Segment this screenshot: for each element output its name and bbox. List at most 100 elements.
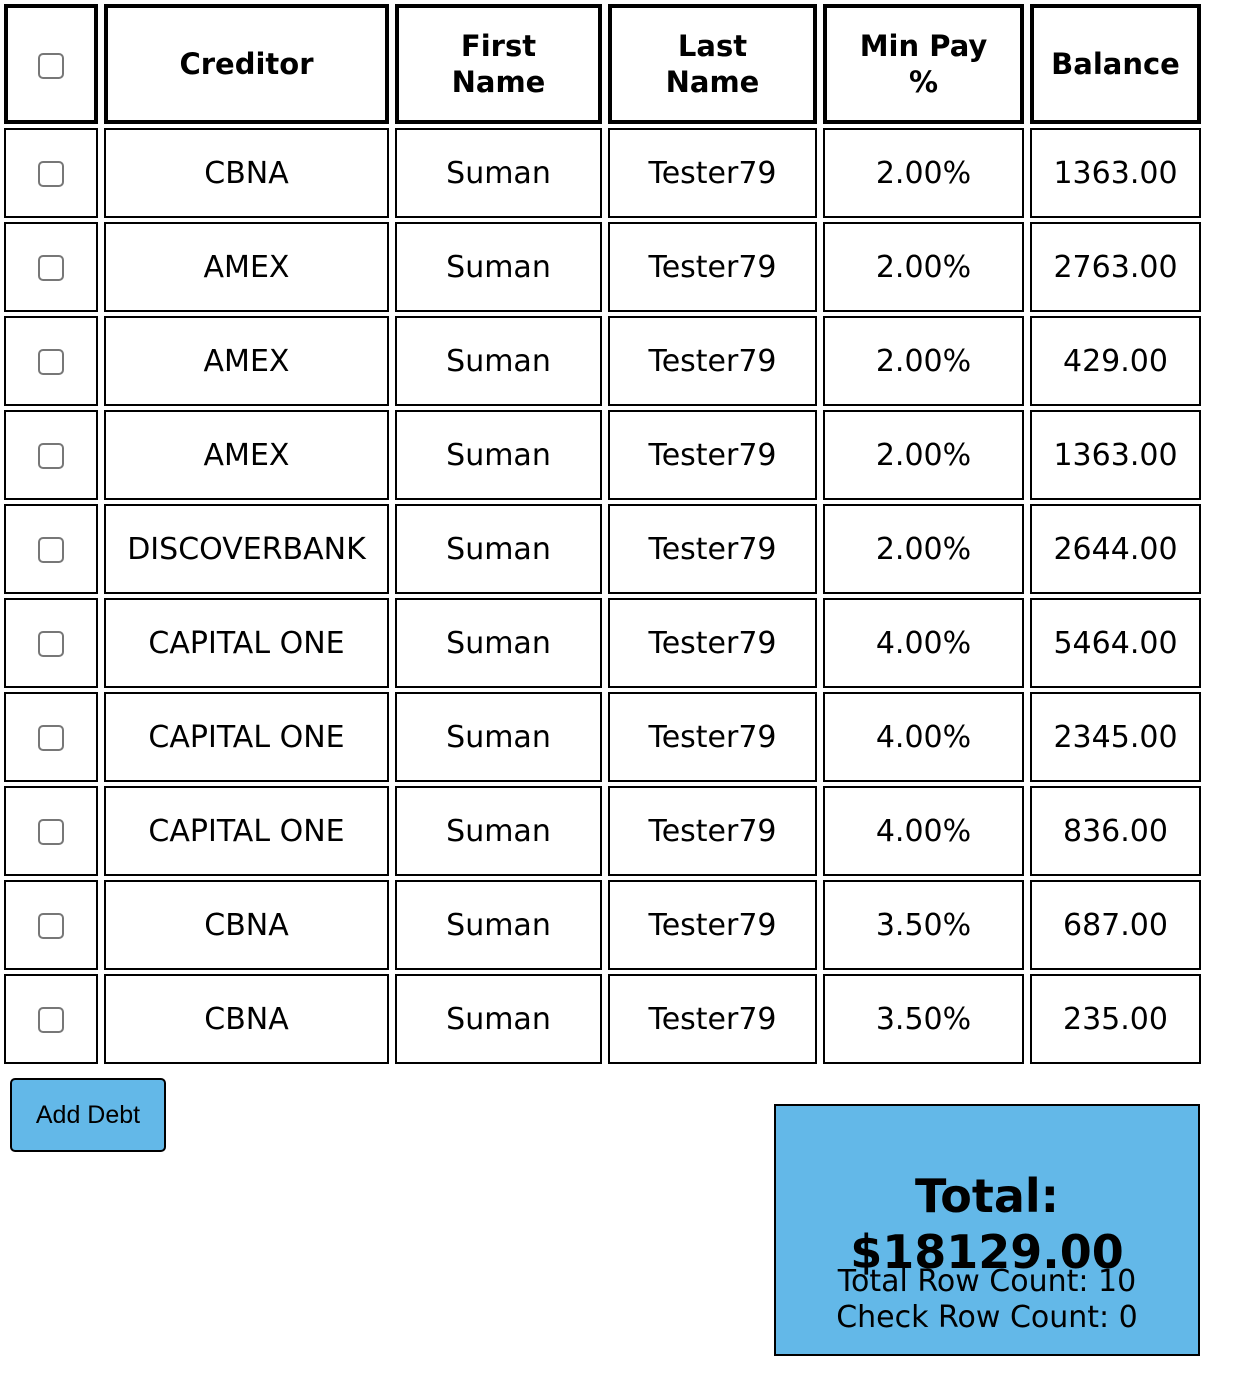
last-name-cell: Tester79: [608, 410, 817, 500]
row-checkbox[interactable]: [38, 255, 64, 281]
min-pay-cell: 2.00%: [823, 410, 1024, 500]
table-row: CBNA Suman Tester79 2.00% 1363.00: [4, 128, 1201, 218]
first-name-cell: Suman: [395, 880, 602, 970]
row-checkbox-cell: [4, 974, 98, 1064]
creditor-cell: CBNA: [104, 128, 389, 218]
balance-cell: 2345.00: [1030, 692, 1201, 782]
min-pay-cell: 2.00%: [823, 316, 1024, 406]
min-pay-cell: 4.00%: [823, 692, 1024, 782]
header-last-name-label: Last Name: [665, 29, 760, 99]
check-row-count: Check Row Count: 0: [836, 1300, 1138, 1335]
last-name-cell: Tester79: [608, 974, 817, 1064]
min-pay-cell: 3.50%: [823, 974, 1024, 1064]
table-row: CAPITAL ONE Suman Tester79 4.00% 5464.00: [4, 598, 1201, 688]
header-first-name-label: First Name: [451, 29, 546, 99]
row-checkbox-cell: [4, 692, 98, 782]
first-name-cell: Suman: [395, 598, 602, 688]
balance-cell: 235.00: [1030, 974, 1201, 1064]
last-name-cell: Tester79: [608, 128, 817, 218]
last-name-cell: Tester79: [608, 504, 817, 594]
first-name-cell: Suman: [395, 692, 602, 782]
first-name-cell: Suman: [395, 974, 602, 1064]
first-name-cell: Suman: [395, 222, 602, 312]
min-pay-cell: 4.00%: [823, 786, 1024, 876]
min-pay-cell: 2.00%: [823, 222, 1024, 312]
table-row: AMEX Suman Tester79 2.00% 429.00: [4, 316, 1201, 406]
table-body: CBNA Suman Tester79 2.00% 1363.00 AMEX S…: [4, 128, 1201, 1064]
row-checkbox-cell: [4, 598, 98, 688]
table-row: AMEX Suman Tester79 2.00% 1363.00: [4, 410, 1201, 500]
creditor-cell: CAPITAL ONE: [104, 786, 389, 876]
balance-cell: 2763.00: [1030, 222, 1201, 312]
creditor-cell: CBNA: [104, 880, 389, 970]
row-checkbox-cell: [4, 128, 98, 218]
min-pay-cell: 3.50%: [823, 880, 1024, 970]
header-balance: Balance: [1030, 4, 1201, 124]
header-select-all-cell: [4, 4, 98, 124]
table-header: Creditor First Name Last Name Min Pay % …: [4, 4, 1201, 124]
total-row-count: Total Row Count: 10: [837, 1264, 1137, 1299]
table-row: AMEX Suman Tester79 2.00% 2763.00: [4, 222, 1201, 312]
first-name-cell: Suman: [395, 316, 602, 406]
balance-cell: 687.00: [1030, 880, 1201, 970]
table-row: DISCOVERBANK Suman Tester79 2.00% 2644.0…: [4, 504, 1201, 594]
balance-cell: 5464.00: [1030, 598, 1201, 688]
last-name-cell: Tester79: [608, 598, 817, 688]
header-last-name: Last Name: [608, 4, 817, 124]
row-checkbox-cell: [4, 222, 98, 312]
last-name-cell: Tester79: [608, 692, 817, 782]
debt-table: Creditor First Name Last Name Min Pay % …: [4, 4, 1201, 1064]
creditor-cell: CAPITAL ONE: [104, 692, 389, 782]
header-min-pay-label: Min Pay %: [859, 29, 988, 99]
row-checkbox[interactable]: [38, 443, 64, 469]
creditor-cell: DISCOVERBANK: [104, 504, 389, 594]
row-checkbox[interactable]: [38, 161, 64, 187]
row-checkbox[interactable]: [38, 1007, 64, 1033]
first-name-cell: Suman: [395, 410, 602, 500]
balance-cell: 2644.00: [1030, 504, 1201, 594]
creditor-cell: CBNA: [104, 974, 389, 1064]
last-name-cell: Tester79: [608, 316, 817, 406]
row-checkbox-cell: [4, 880, 98, 970]
table-row: CBNA Suman Tester79 3.50% 687.00: [4, 880, 1201, 970]
row-checkbox-cell: [4, 786, 98, 876]
creditor-cell: AMEX: [104, 222, 389, 312]
header-min-pay: Min Pay %: [823, 4, 1024, 124]
summary-panel: Total: $18129.00 Total Row Count: 10 Che…: [774, 1104, 1200, 1356]
add-debt-button[interactable]: Add Debt: [10, 1078, 166, 1152]
first-name-cell: Suman: [395, 128, 602, 218]
creditor-cell: CAPITAL ONE: [104, 598, 389, 688]
select-all-checkbox[interactable]: [38, 53, 64, 79]
creditor-cell: AMEX: [104, 410, 389, 500]
table-row: CAPITAL ONE Suman Tester79 4.00% 836.00: [4, 786, 1201, 876]
table-row: CBNA Suman Tester79 3.50% 235.00: [4, 974, 1201, 1064]
header-first-name: First Name: [395, 4, 602, 124]
row-checkbox[interactable]: [38, 725, 64, 751]
last-name-cell: Tester79: [608, 222, 817, 312]
first-name-cell: Suman: [395, 504, 602, 594]
balance-cell: 1363.00: [1030, 128, 1201, 218]
last-name-cell: Tester79: [608, 880, 817, 970]
balance-cell: 429.00: [1030, 316, 1201, 406]
row-checkbox-cell: [4, 504, 98, 594]
row-checkbox-cell: [4, 316, 98, 406]
row-checkbox[interactable]: [38, 913, 64, 939]
table-row: CAPITAL ONE Suman Tester79 4.00% 2345.00: [4, 692, 1201, 782]
row-checkbox[interactable]: [38, 631, 64, 657]
header-row: Creditor First Name Last Name Min Pay % …: [4, 4, 1201, 124]
total-amount: Total: $18129.00: [850, 1169, 1124, 1279]
min-pay-cell: 2.00%: [823, 128, 1024, 218]
min-pay-cell: 4.00%: [823, 598, 1024, 688]
balance-cell: 1363.00: [1030, 410, 1201, 500]
row-checkbox[interactable]: [38, 819, 64, 845]
last-name-cell: Tester79: [608, 786, 817, 876]
balance-cell: 836.00: [1030, 786, 1201, 876]
row-checkbox-cell: [4, 410, 98, 500]
first-name-cell: Suman: [395, 786, 602, 876]
row-counts: Total Row Count: 10 Check Row Count: 0: [776, 1264, 1198, 1336]
header-creditor: Creditor: [104, 4, 389, 124]
creditor-cell: AMEX: [104, 316, 389, 406]
min-pay-cell: 2.00%: [823, 504, 1024, 594]
row-checkbox[interactable]: [38, 537, 64, 563]
row-checkbox[interactable]: [38, 349, 64, 375]
